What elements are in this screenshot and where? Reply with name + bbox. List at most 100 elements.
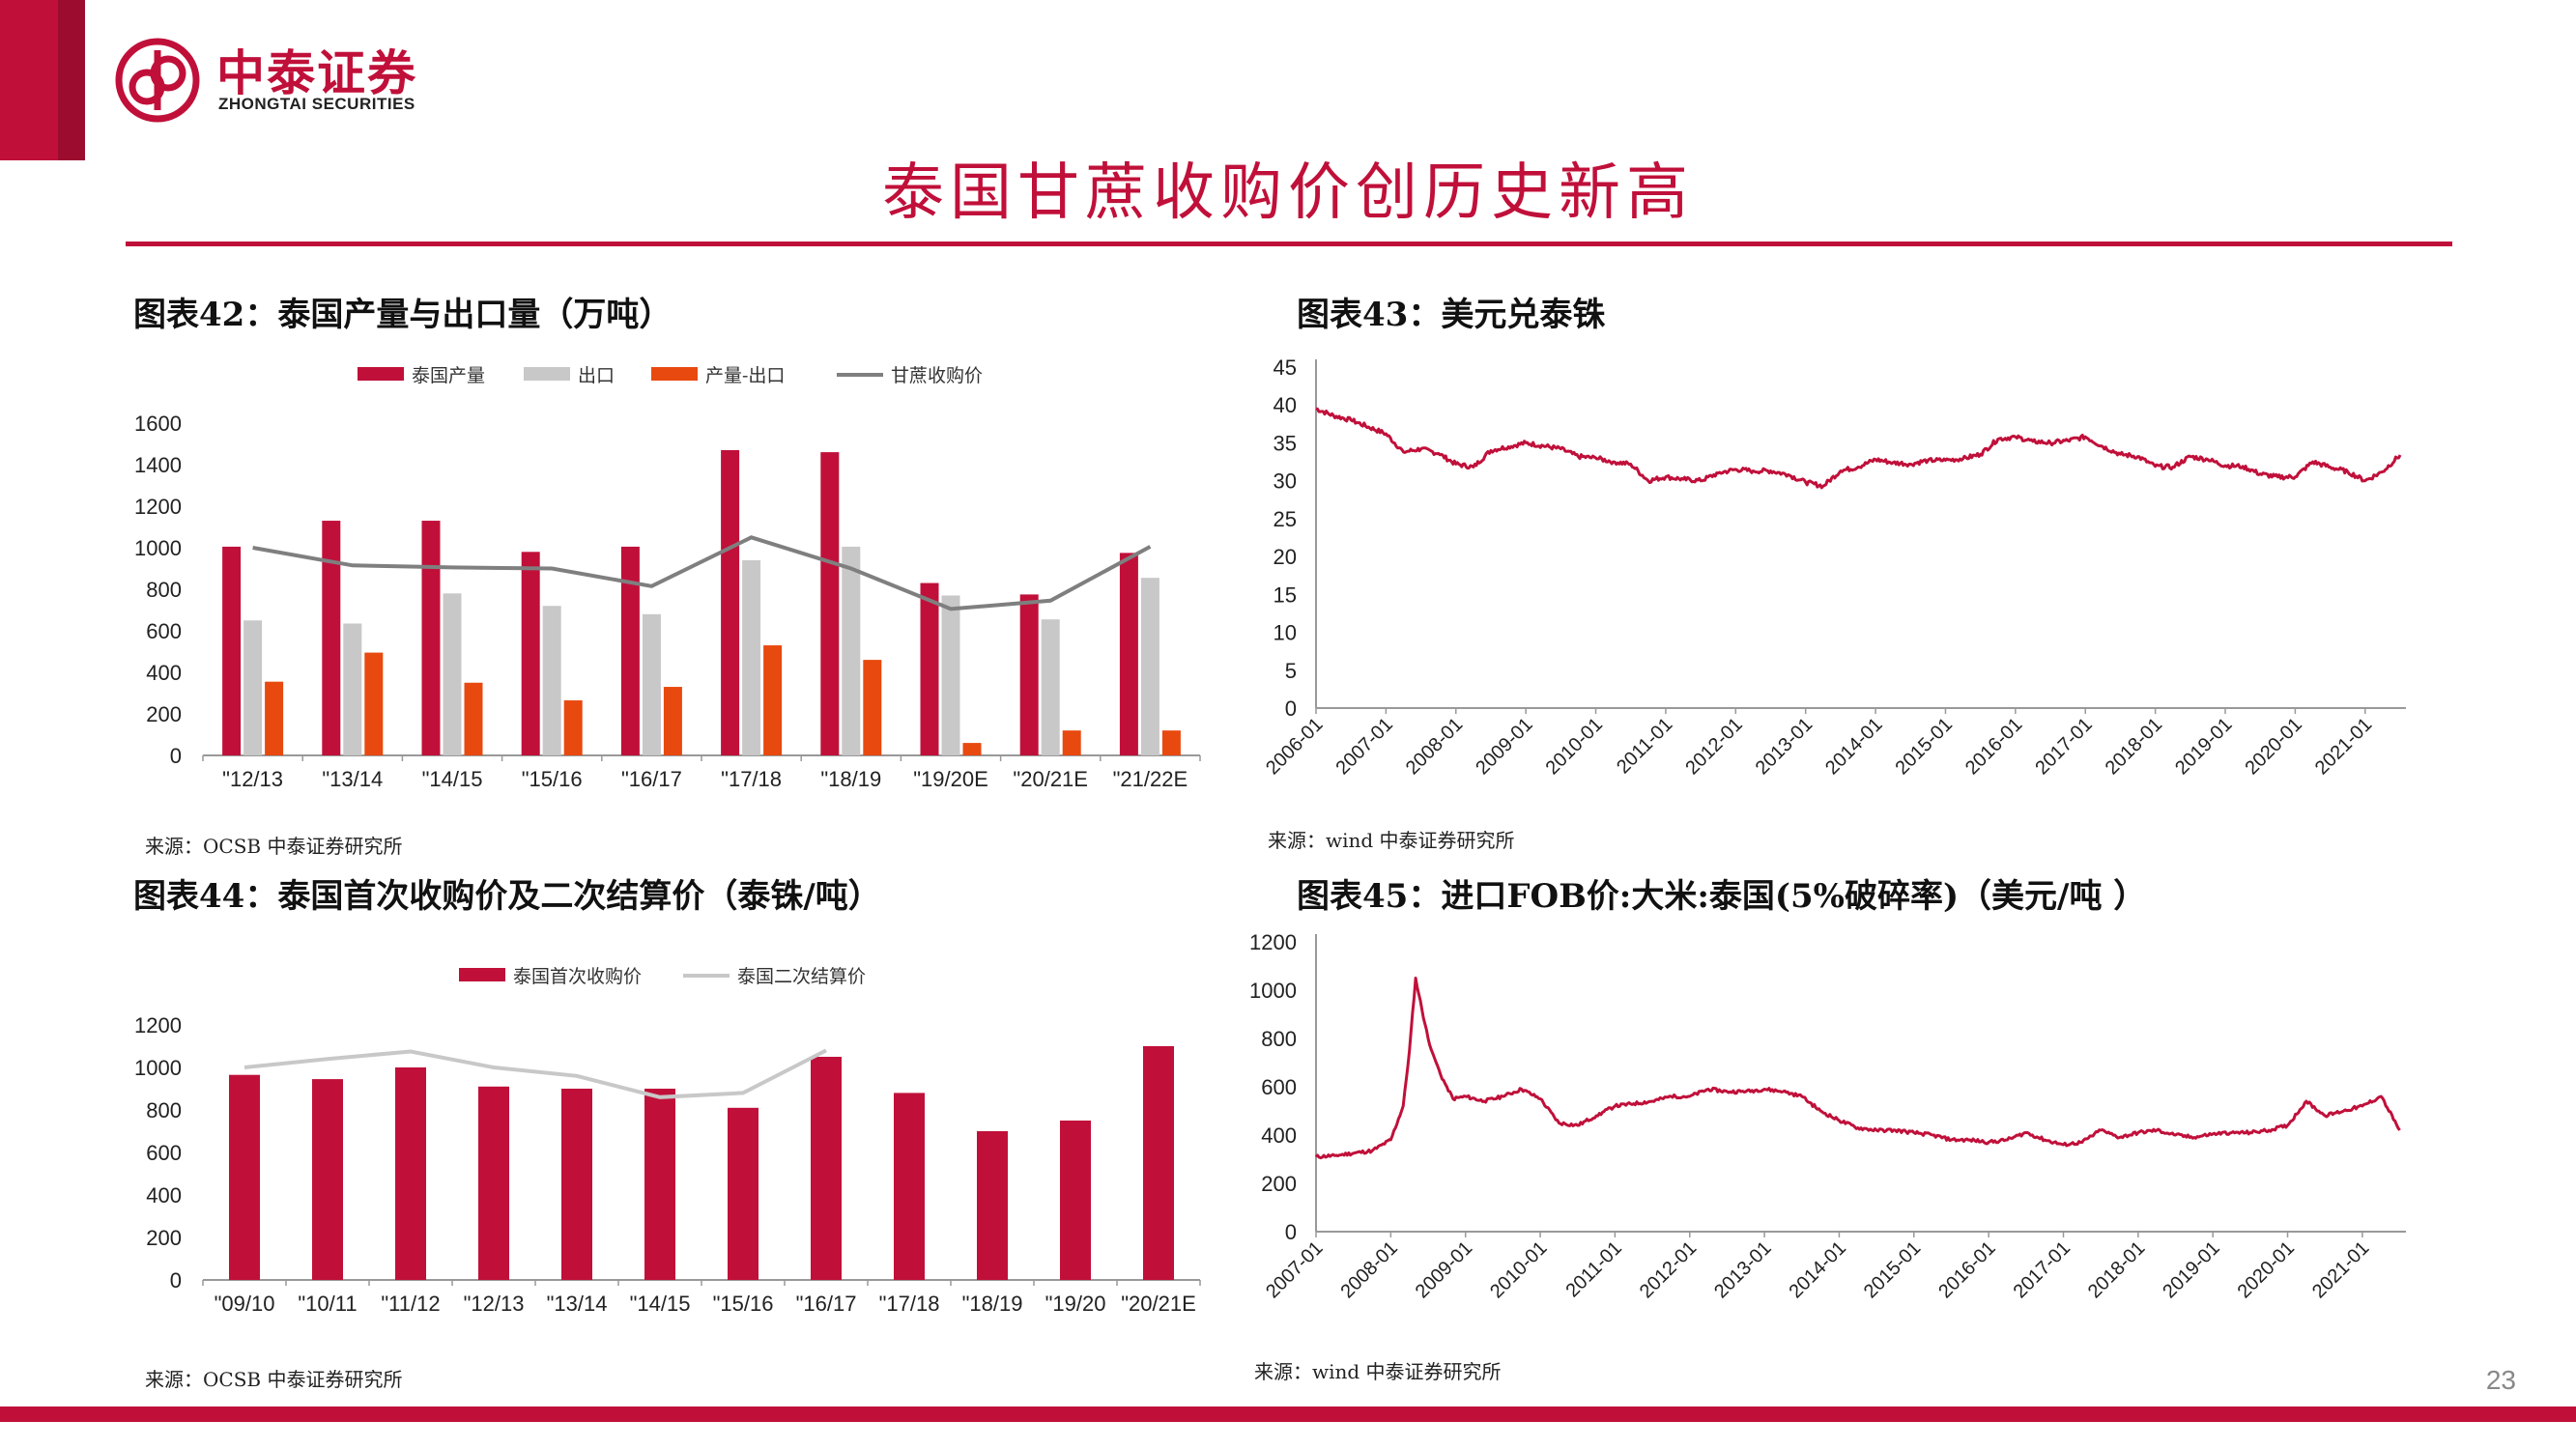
x-tick-label: 2016-01 [1934,1237,1999,1302]
y-tick-label: 20 [1274,545,1297,569]
y-tick-label: 800 [146,1098,182,1122]
x-tick-label: 2010-01 [1486,1237,1551,1302]
y-tick-label: 1600 [134,412,182,436]
y-tick-label: 30 [1274,469,1297,494]
y-tick-label: 400 [146,1183,182,1208]
y-tick-label: 600 [146,619,182,643]
y-tick-label: 200 [146,702,182,726]
x-tick-label: 2011-01 [1613,714,1676,778]
chart-42-title: 图表42：泰国产量与出口量（万吨） [133,296,673,334]
bar-泰国产量 [1019,594,1039,755]
y-tick-label: 1200 [134,1013,182,1037]
bar-出口 [343,623,362,755]
corner-accent-stripe [58,0,85,160]
x-tick-label: 2007-01 [1262,1237,1327,1302]
bar-泰国首次收购价 [395,1067,426,1280]
x-tick-label: 2014-01 [1786,1237,1850,1302]
bar-出口 [742,559,761,755]
y-tick-label: 0 [1285,696,1297,721]
legend-swatch [459,968,505,981]
x-tick-label: "17/18 [879,1292,940,1316]
chart-44-cane-prices: 0 200 400 600 800 1000 1200 "09/10 "10/11 "11/12 "… [134,966,1201,1316]
y-tick-label: 35 [1274,431,1297,455]
logo-text-cn: 中泰证券 [216,45,417,101]
x-tick-label: 2008-01 [1402,714,1467,779]
y-tick-label: 1200 [134,495,182,519]
legend-label: 出口 [578,365,615,386]
x-tick-label: 2011-01 [1562,1237,1626,1301]
series-line-甘蔗收购价 [252,535,1152,611]
x-tick-label: 2014-01 [1821,714,1886,779]
x-tick-label: 2009-01 [1412,1237,1476,1302]
x-tick-label: "11/12 [381,1292,440,1316]
y-tick-label: 40 [1274,393,1297,417]
x-tick-label: "15/16 [522,767,583,791]
bar-泰国产量 [1119,553,1138,755]
y-tick-label: 400 [146,661,182,685]
bar-产量-出口 [663,687,682,755]
bar-产量-出口 [1062,730,1081,755]
x-tick-label: "15/16 [713,1292,774,1316]
chart-45-rice-fob: 0 200 400 600 800 1000 1200 2007-01 2008-01 2009-… [1249,930,2406,1302]
x-tick-label: "09/10 [215,1292,275,1316]
bar-泰国首次收购价 [644,1089,675,1280]
x-tick-label: "12/13 [464,1292,525,1316]
bar-泰国产量 [222,546,242,755]
bar-产量-出口 [863,660,882,755]
x-tick-label: 2016-01 [1961,714,2026,779]
chart-44-title: 图表44：泰国首次收购价及二次结算价（泰铢/吨） [133,877,881,916]
legend-label: 甘蔗收购价 [891,365,983,386]
y-tick-label: 10 [1274,621,1297,645]
x-tick-label: 2006-01 [1262,714,1327,779]
x-tick-label: 2019-01 [2159,1237,2223,1302]
bar-泰国首次收购价 [728,1107,758,1280]
y-tick-label: 800 [1261,1027,1297,1051]
x-tick-label: 2013-01 [1752,714,1817,779]
y-tick-label: 200 [146,1226,182,1250]
x-tick-label: 2013-01 [1710,1237,1775,1302]
y-tick-label: 1000 [134,536,182,560]
legend-label: 产量-出口 [705,365,785,386]
chart-43-source: 来源：wind 中泰证券研究所 [1268,829,1515,852]
x-tick-label: 2010-01 [1542,714,1607,779]
x-tick-label: 2021-01 [2311,714,2376,779]
bar-泰国产量 [820,452,840,755]
bar-泰国首次收购价 [478,1086,509,1280]
x-tick-label: "14/15 [630,1292,691,1316]
series-line [1314,977,2401,1160]
y-tick-label: 45 [1274,355,1297,380]
chart-42-source: 来源：OCSB 中泰证券研究所 [145,835,403,858]
bar-产量-出口 [265,681,284,755]
bar-泰国首次收购价 [1060,1121,1091,1280]
x-tick-label: "20/21E [1013,767,1088,791]
legend-label: 泰国二次结算价 [737,966,866,987]
bar-泰国产量 [521,552,540,755]
y-tick-label: 0 [170,1268,182,1293]
y-tick-label: 1200 [1249,930,1297,954]
logo-text-en: ZHONGTAI SECURITIES [218,95,415,113]
x-tick-label: 2020-01 [2234,1237,2299,1302]
x-tick-label: 2019-01 [2171,714,2236,779]
x-tick-label: "13/14 [547,1292,608,1316]
x-tick-label: "20/21E [1121,1292,1196,1316]
bar-出口 [842,546,861,755]
bar-出口 [1140,578,1159,755]
y-tick-label: 25 [1274,507,1297,531]
x-tick-label: 2007-01 [1331,714,1396,779]
legend-label: 泰国首次收购价 [513,966,642,987]
bar-出口 [443,593,462,755]
chart-45-source: 来源：wind 中泰证券研究所 [1254,1360,1502,1383]
legend-swatch [358,367,404,381]
bar-出口 [243,620,263,755]
y-tick-label: 800 [146,578,182,602]
legend-swatch [524,367,570,381]
x-tick-label: "13/14 [322,767,383,791]
x-tick-label: "21/22E [1113,767,1188,791]
bar-产量-出口 [364,652,384,755]
page-number: 23 [2485,1365,2516,1395]
x-tick-label: "18/19 [820,767,881,791]
bar-泰国首次收购价 [977,1131,1008,1280]
bar-产量-出口 [1161,730,1181,755]
x-tick-label: "18/19 [962,1292,1023,1316]
y-tick-label: 1400 [134,453,182,477]
